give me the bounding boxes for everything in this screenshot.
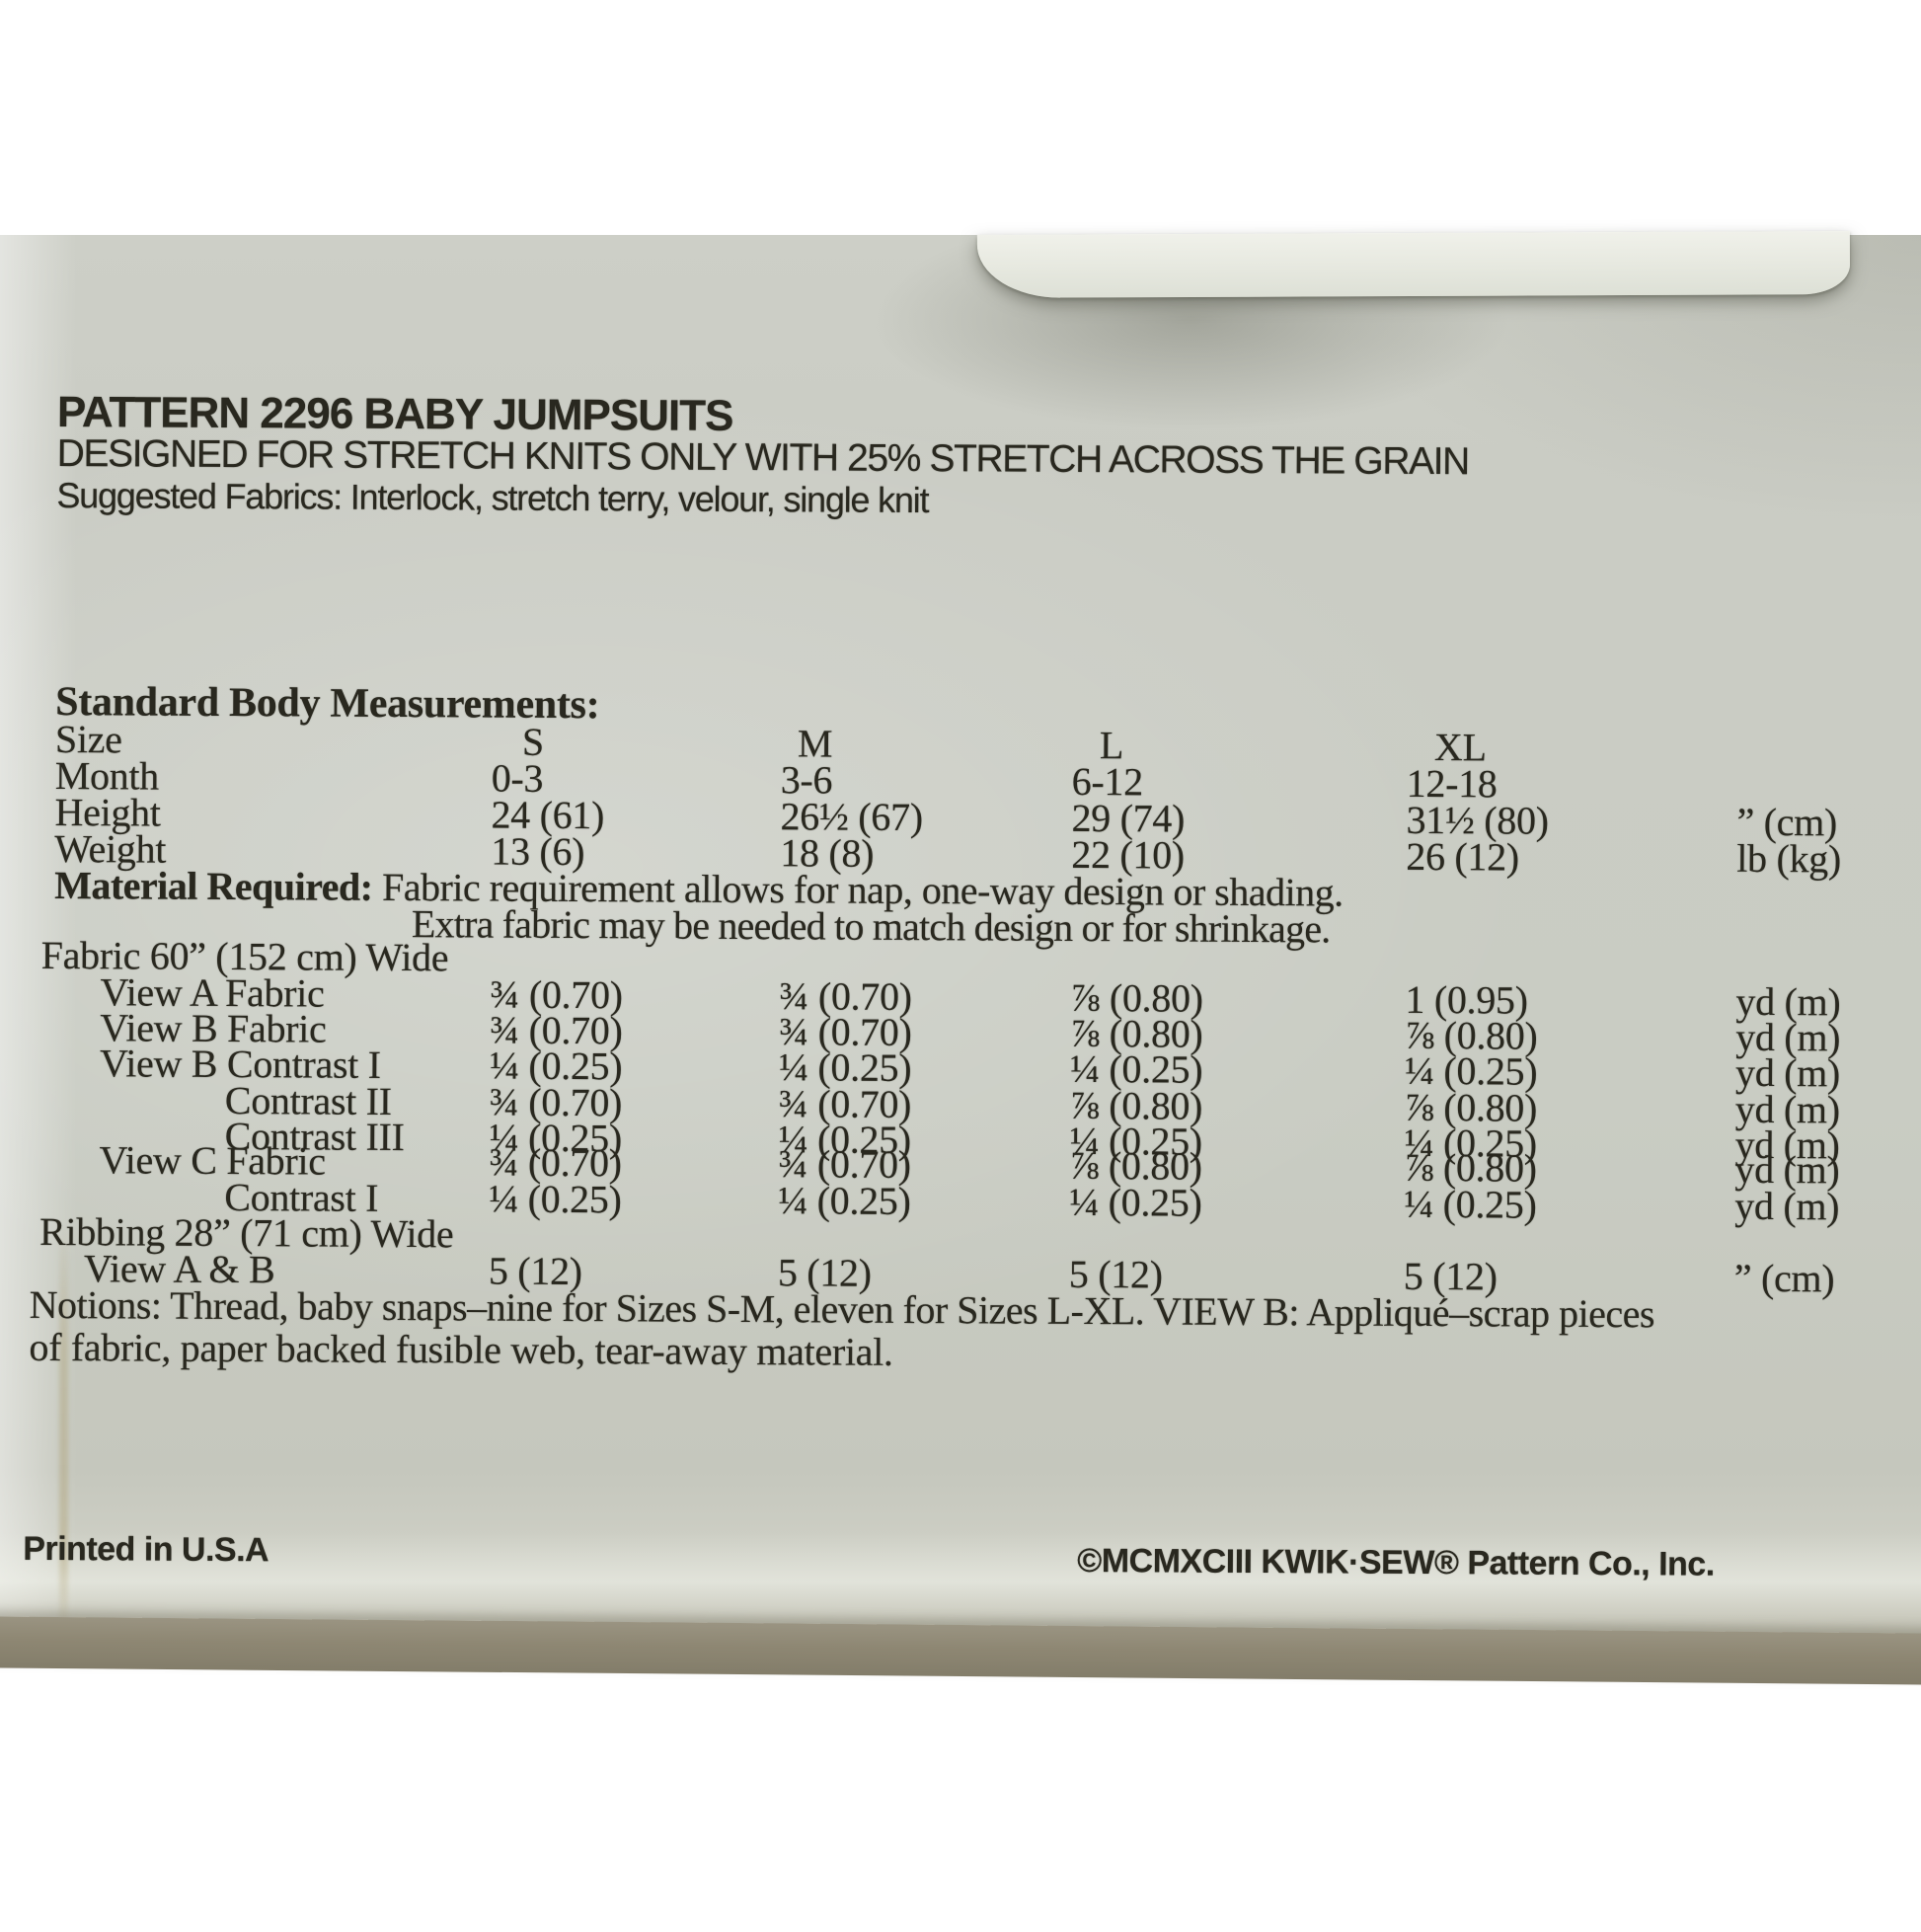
value-xl: ¼ (0.25): [1404, 1181, 1537, 1227]
notions-line-2: of fabric, paper backed fusible web, tea…: [29, 1324, 893, 1374]
suggested-fabrics: Suggested Fabrics: Interlock, stretch te…: [56, 474, 929, 521]
value-m: ¼ (0.25): [778, 1178, 911, 1223]
unit: lb (kg): [1736, 835, 1842, 882]
copyright-notice: ©MCMXCIII KWIK·SEW® Pattern Co., Inc.: [1077, 1541, 1715, 1584]
paper-stain: [59, 1224, 68, 1639]
measurements-heading: Standard Body Measurements:: [55, 678, 600, 729]
unit: yd (m): [1734, 1183, 1840, 1229]
material-required-heading: Material Required:: [54, 862, 373, 909]
value-l: ¼ (0.25): [1069, 1179, 1202, 1225]
pattern-title: PATTERN 2296 BABY JUMPSUITS: [56, 388, 733, 440]
value-s: ¼ (0.25): [489, 1176, 622, 1222]
unit: ” (cm): [1733, 1255, 1835, 1301]
value-xl: 26 (12): [1406, 833, 1520, 880]
pattern-envelope-back: [0, 235, 1921, 1641]
stretch-note: DESIGNED FOR STRETCH KNITS ONLY WITH 25%…: [56, 431, 1469, 484]
printed-in-usa: Printed in U.S.A: [23, 1529, 269, 1570]
